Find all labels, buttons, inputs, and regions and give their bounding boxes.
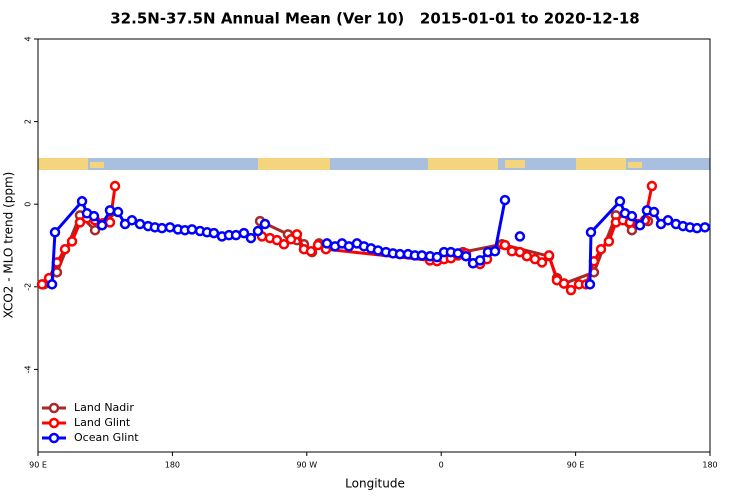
data-point: [89, 224, 101, 236]
data-point: [259, 218, 271, 230]
data-point: [76, 196, 88, 207]
data-point: [96, 220, 108, 231]
data-point: [252, 225, 264, 237]
data-point: [305, 246, 317, 257]
legend-label: Land Nadir: [74, 401, 134, 414]
data-point: [46, 279, 58, 290]
x-tick-label: 180: [702, 461, 717, 470]
data-point: [109, 180, 121, 192]
data-point: [626, 210, 638, 222]
data-point: [156, 222, 168, 234]
data-point: [521, 250, 533, 262]
land-strip: [90, 162, 104, 168]
x-tick-label: 0: [439, 461, 444, 470]
y-tick-label: 0: [24, 202, 33, 207]
data-point: [394, 248, 406, 260]
data-point: [49, 227, 61, 238]
y-tick-label: 4: [24, 36, 33, 41]
ocean-strip: [38, 158, 710, 170]
legend-swatch-point: [48, 402, 60, 414]
y-tick-label: 2: [24, 119, 33, 124]
land-strip: [38, 158, 88, 170]
y-tick-label: -2: [24, 283, 33, 291]
data-point: [499, 239, 511, 251]
x-axis-label: Longitude: [345, 477, 405, 491]
data-point: [536, 257, 548, 268]
data-point: [126, 215, 138, 226]
data-point: [662, 215, 674, 226]
data-point: [514, 231, 526, 242]
data-point: [278, 239, 290, 250]
data-point: [66, 236, 78, 247]
data-point: [460, 250, 472, 262]
data-point: [565, 284, 577, 296]
data-point: [343, 241, 355, 252]
data-point: [416, 250, 428, 261]
chart-title: 32.5N-37.5N Annual Mean (Ver 10) 2015-01…: [110, 10, 639, 28]
data-point: [499, 194, 511, 206]
data-point: [558, 278, 570, 289]
data-point: [88, 210, 100, 222]
plot-frame: [37, 38, 711, 453]
data-point: [431, 251, 443, 263]
data-point: [585, 227, 597, 238]
data-point: [452, 248, 464, 259]
land-strip: [628, 162, 642, 168]
data-point: [595, 243, 607, 255]
data-point: [312, 239, 324, 251]
data-point: [186, 224, 198, 235]
data-point: [134, 218, 146, 230]
data-point: [321, 238, 333, 249]
y-tick-label: -4: [24, 365, 33, 373]
data-point: [59, 243, 71, 255]
data-point: [245, 232, 257, 244]
data-point: [489, 246, 501, 257]
legend-label: Ocean Glint: [74, 431, 139, 444]
legend-label: Land Glint: [74, 416, 131, 429]
data-point: [104, 205, 116, 216]
data-point: [614, 196, 626, 207]
legend-entry: Ocean Glint: [42, 431, 139, 444]
legend-swatch-point: [48, 432, 60, 444]
land-mask: [38, 158, 710, 170]
data-point: [648, 206, 660, 218]
legend-entry: Land Nadir: [42, 401, 134, 414]
legend-swatch-point: [48, 417, 60, 429]
x-tick-label: 90 E: [567, 461, 585, 470]
land-strip: [505, 160, 525, 168]
data-point: [474, 255, 486, 266]
legend-entry: Land Glint: [42, 416, 131, 429]
x-tick-label: 180: [165, 461, 180, 470]
x-tick-label: 90 W: [296, 461, 317, 470]
data-point: [112, 206, 124, 218]
land-strip: [428, 158, 498, 170]
land-strip: [576, 158, 626, 170]
land-strip: [258, 158, 330, 170]
data-point: [603, 236, 615, 247]
data-point: [238, 227, 250, 239]
data-point: [699, 222, 711, 233]
y-axis-label: XCO2 - MLO trend (ppm): [2, 172, 16, 319]
data-point: [208, 227, 220, 239]
data-point: [634, 220, 646, 231]
data-point: [291, 229, 303, 240]
x-tick-label: 90 E: [29, 461, 47, 470]
data-point: [36, 279, 48, 290]
data-point: [584, 279, 596, 290]
data-point: [646, 180, 658, 192]
data-point: [543, 250, 555, 261]
